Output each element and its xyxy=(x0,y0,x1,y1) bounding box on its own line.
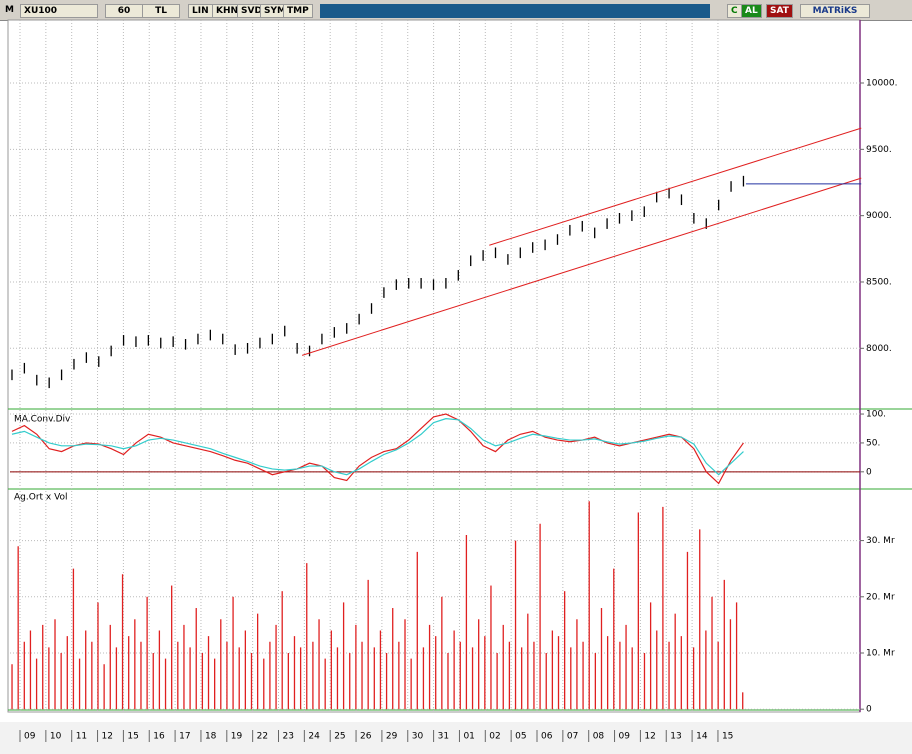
indicator-line xyxy=(11,418,744,476)
date-label: 31 xyxy=(438,732,449,742)
date-label: 24 xyxy=(308,732,320,742)
date-label: 19 xyxy=(231,732,243,742)
panel-title: Ag.Ort x Vol xyxy=(14,493,68,503)
date-label: 25 xyxy=(334,732,345,742)
date-label: 17 xyxy=(179,732,190,742)
y-tick-label: 0 xyxy=(866,467,872,477)
indicator-line xyxy=(11,413,744,485)
trend-line xyxy=(489,127,862,246)
y-tick-label: 30. Mr xyxy=(866,536,895,546)
y-tick-label: 10. Mr xyxy=(866,648,895,658)
date-label: 22 xyxy=(257,732,268,742)
date-label: 16 xyxy=(153,732,165,742)
panel-title: MA.Conv.Div xyxy=(14,415,71,425)
period[interactable]: 60 xyxy=(105,4,143,18)
toolbar-button[interactable]: TMP xyxy=(283,4,313,18)
date-label: 11 xyxy=(76,732,87,742)
y-tick-label: 0 xyxy=(866,705,872,715)
date-label: 05 xyxy=(515,732,526,742)
date-strip xyxy=(0,722,912,754)
date-label: 07 xyxy=(567,732,578,742)
date-label: 15 xyxy=(127,732,138,742)
y-tick-label: 20. Mr xyxy=(866,592,895,602)
y-tick-label: 8500. xyxy=(866,277,892,287)
brand: MATRiKS xyxy=(800,4,870,18)
date-label: 29 xyxy=(386,732,398,742)
date-label: 12 xyxy=(102,732,113,742)
title-strip xyxy=(320,4,710,18)
date-label: 08 xyxy=(593,732,605,742)
date-label: 26 xyxy=(360,732,372,742)
toolbar: M XU100 60 TL LIN KHN SVD SYM TMP C AL S… xyxy=(0,0,912,21)
sell-button[interactable]: SAT xyxy=(766,4,793,18)
date-label: 30 xyxy=(412,732,424,742)
date-label: 18 xyxy=(205,732,217,742)
date-label: 12 xyxy=(644,732,655,742)
buy-button[interactable]: AL xyxy=(741,4,762,18)
date-label: 14 xyxy=(696,732,708,742)
date-label: 15 xyxy=(722,732,733,742)
y-tick-label: 9000. xyxy=(866,211,892,221)
date-label: 09 xyxy=(619,732,631,742)
date-label: 02 xyxy=(489,732,500,742)
date-label: 13 xyxy=(670,732,681,742)
menu[interactable]: M xyxy=(5,5,14,15)
currency[interactable]: TL xyxy=(142,4,180,18)
date-label: 09 xyxy=(24,732,36,742)
date-label: 10 xyxy=(50,732,62,742)
symbol[interactable]: XU100 xyxy=(20,4,98,18)
y-tick-label: 100. xyxy=(866,410,886,420)
y-tick-label: 50. xyxy=(866,438,880,448)
y-tick-label: 10000. xyxy=(866,79,898,89)
y-tick-label: 9500. xyxy=(866,145,892,155)
trend-line xyxy=(301,177,862,356)
y-tick-label: 8000. xyxy=(866,344,892,354)
date-label: 06 xyxy=(541,732,553,742)
date-label: 23 xyxy=(283,732,294,742)
date-label: 01 xyxy=(463,732,474,742)
